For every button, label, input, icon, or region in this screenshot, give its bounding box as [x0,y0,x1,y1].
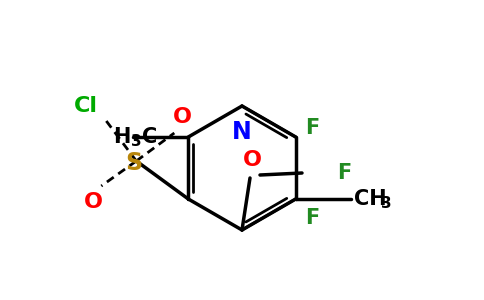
Text: S: S [126,151,143,175]
Text: C: C [142,127,158,147]
Text: 3: 3 [131,134,142,148]
Text: F: F [305,208,319,228]
Text: F: F [305,118,319,138]
Text: N: N [232,120,252,144]
Text: 3: 3 [381,196,392,211]
Text: O: O [242,150,261,170]
Text: Cl: Cl [75,96,98,116]
Text: CH: CH [354,189,386,209]
Text: O: O [84,192,103,212]
Text: F: F [337,163,351,183]
Text: H: H [113,127,130,147]
Text: O: O [173,107,192,127]
